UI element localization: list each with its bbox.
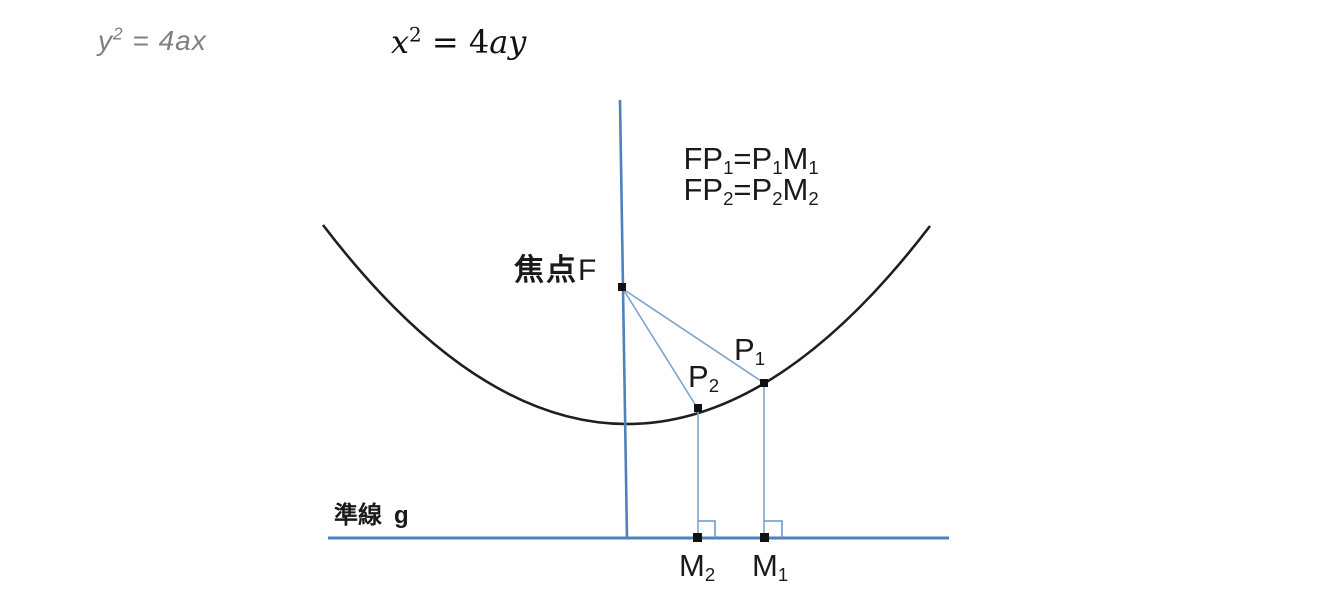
equation-rhs: = 4ax <box>123 25 207 56</box>
equation-lhs: y <box>98 25 113 56</box>
point-m2 <box>693 533 702 542</box>
focus-label: 焦点F <box>514 256 596 286</box>
focus-label-cjk: 焦点 <box>514 254 578 287</box>
equation-x2-4ay: x2 = 4ay <box>391 23 527 61</box>
focus-label-latin: F <box>578 254 597 287</box>
equation-exponent: 2 <box>409 23 422 47</box>
directrix-label: 準線 g <box>334 504 409 528</box>
equation-rhs: ay <box>489 23 527 61</box>
axis-line <box>618 99 629 540</box>
label-m2: M2 <box>679 548 716 586</box>
point-p1 <box>760 379 768 387</box>
directrix-label-latin: g <box>394 502 409 529</box>
segment-f-p1 <box>622 288 765 384</box>
point-m1 <box>760 533 769 542</box>
focal-relations: FP1=P1M1 FP2=P2M2 <box>649 112 855 236</box>
label-p2: P2 <box>688 359 720 397</box>
segment-f-p2 <box>622 288 699 410</box>
parabola-curve <box>321 224 932 426</box>
equation-exponent: 2 <box>113 23 124 44</box>
equation-equals: = 4 <box>421 23 490 61</box>
relation-fp2: FP2=P2M2 <box>683 172 819 210</box>
point-f <box>618 283 626 291</box>
relation-fp1: FP1=P1M1 <box>683 141 819 179</box>
equation-lhs: x <box>391 23 410 61</box>
point-p2 <box>694 404 702 412</box>
label-m1: M1 <box>752 548 789 586</box>
right-angle-marker-m2 <box>698 520 716 538</box>
equation-y2-4ax: y2 = 4ax <box>98 23 207 56</box>
directrix-label-cjk: 準線 <box>334 502 382 529</box>
label-p1: P1 <box>734 332 766 370</box>
right-angle-marker-m1 <box>764 520 783 538</box>
